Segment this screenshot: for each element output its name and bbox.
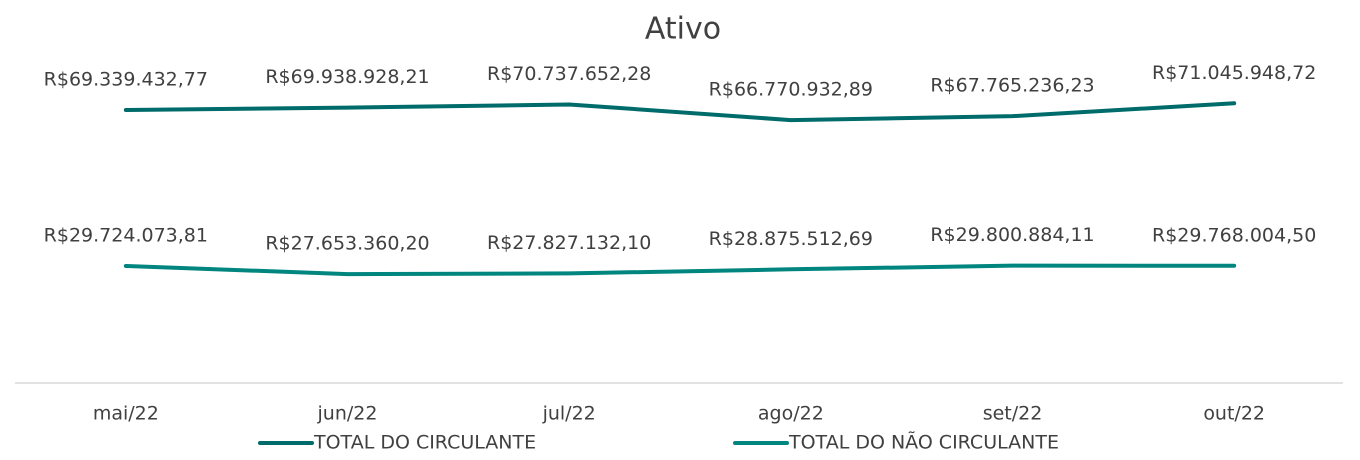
x-tick-label: mai/22 [93,403,159,425]
x-tick-label: set/22 [983,403,1043,425]
x-tick-label: out/22 [1203,403,1265,425]
data-label: R$29.800.884,11 [930,224,1094,246]
data-label: R$27.827.132,10 [487,232,651,254]
data-label: R$67.765.236,23 [930,75,1094,97]
data-label: R$27.653.360,20 [265,233,429,255]
x-tick-label: jul/22 [542,403,596,425]
data-label: R$29.724.073,81 [44,224,208,246]
x-tick-label: jun/22 [317,403,378,425]
data-label: R$28.875.512,69 [709,228,873,250]
data-label: R$69.938.928,21 [265,66,429,88]
chart-title: Ativo [645,12,721,47]
line [123,101,1237,123]
data-label: R$69.339.432,77 [44,68,208,90]
legend-label: TOTAL DO CIRCULANTE [313,432,536,454]
data-label: R$71.045.948,72 [1152,62,1316,84]
data-label: R$66.770.932,89 [709,79,873,101]
data-label: R$29.768.004,50 [1152,224,1316,246]
line [123,263,1237,277]
data-label: R$70.737.652,28 [487,63,651,85]
legend-label: TOTAL DO NÃO CIRCULANTE [788,431,1059,454]
x-tick-label: ago/22 [758,403,824,425]
